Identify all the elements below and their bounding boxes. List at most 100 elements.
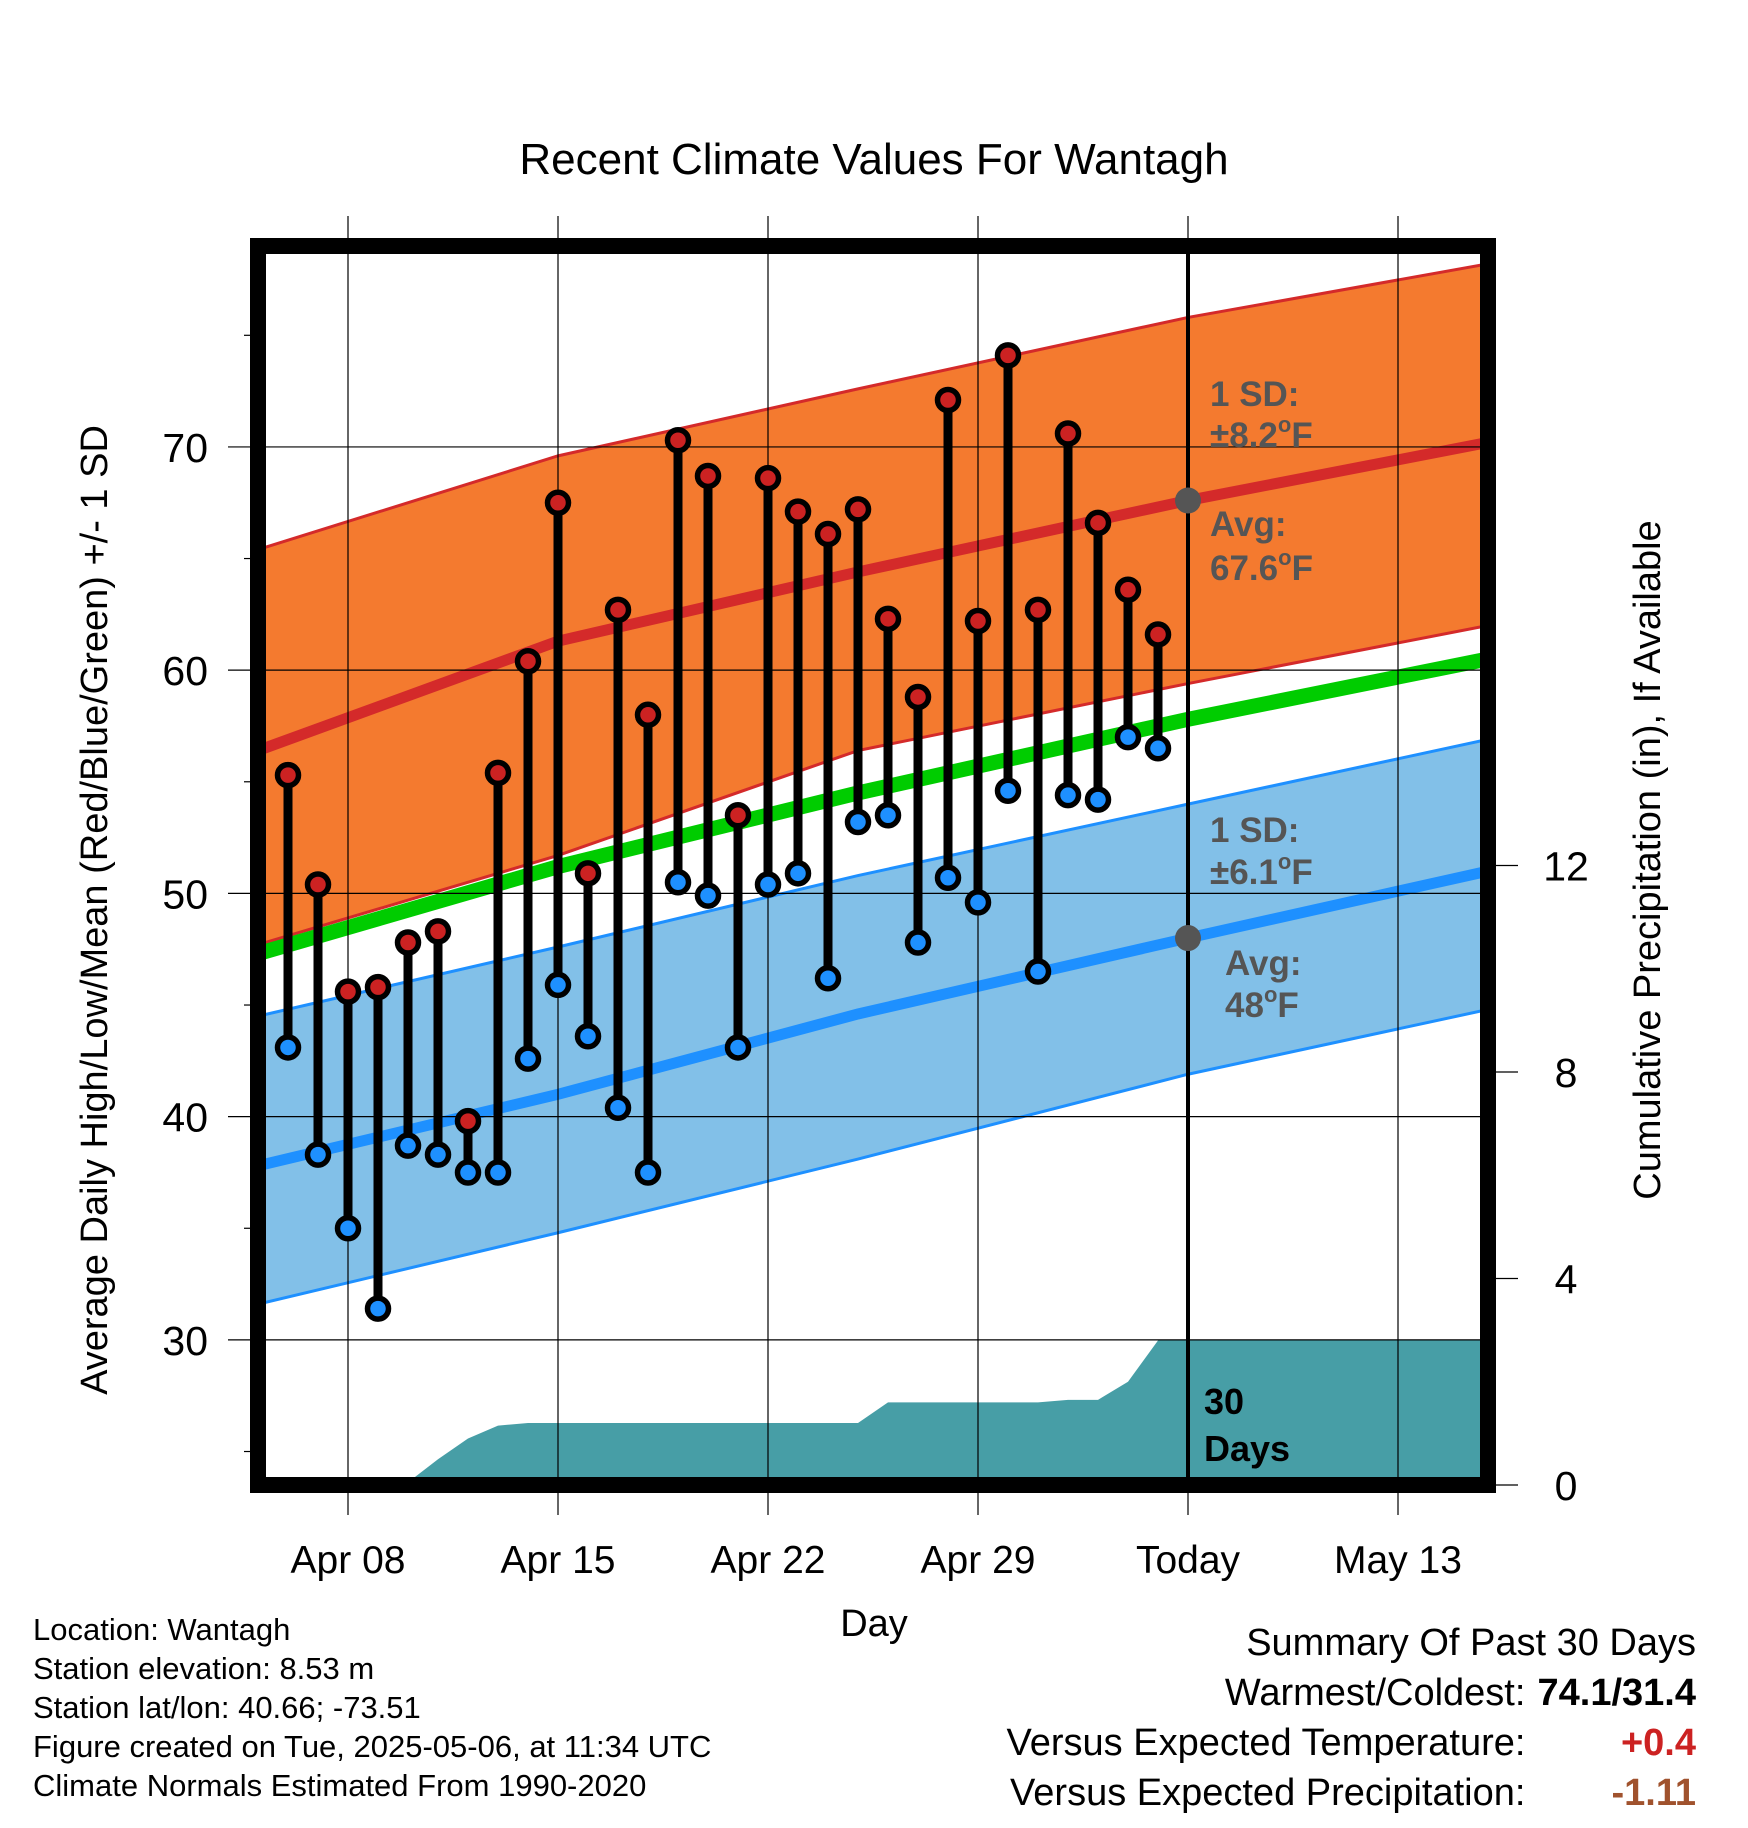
- low-temp-point: [934, 864, 962, 892]
- x-tick-label: Apr 15: [501, 1539, 616, 1582]
- low-temp-point: [424, 1141, 452, 1168]
- low-temp-point: [904, 929, 932, 956]
- low-temp-point: [304, 1141, 332, 1168]
- high-avg-annotation-value-value: 67.6: [1210, 549, 1278, 588]
- high-avg-annotation-value: 67.6oF: [1210, 545, 1313, 588]
- temp-value: +0.4: [1620, 1722, 1696, 1764]
- low-temp-point: [1084, 786, 1112, 813]
- low-temp-point: [664, 868, 692, 896]
- low-sd-lower-line: [258, 1008, 1488, 1306]
- high-temp-point: [394, 929, 422, 956]
- high-temp-point: [364, 973, 392, 1001]
- created-text: Figure created on Tue, 2025-05-06, at 11…: [33, 1729, 712, 1764]
- low-temp-point: [1054, 781, 1082, 809]
- low-avg-annotation-value: 48oF: [1225, 982, 1299, 1025]
- low-temp-point: [694, 882, 722, 909]
- low-sd-annotation-value-unit: F: [1291, 853, 1312, 892]
- high-sd-annotation-value-degree: o: [1278, 412, 1291, 437]
- low-avg-annotation-value-value: 48: [1225, 986, 1264, 1025]
- low-sd-upper-line: [258, 737, 1488, 1018]
- y-tick-label: 60: [162, 648, 208, 694]
- location-text: Location: Wantagh: [33, 1612, 291, 1647]
- high-temp-point: [664, 426, 692, 454]
- x-tick-label: Apr 22: [711, 1539, 826, 1582]
- high-sd-annotation-value-value: ±8.2: [1210, 416, 1278, 455]
- high-sd-annotation-value-unit: F: [1291, 416, 1312, 455]
- low-temp-point: [334, 1215, 362, 1242]
- plot-frame: [250, 238, 1496, 1493]
- low-temp-point: [724, 1034, 752, 1061]
- normals-period-text: Climate Normals Estimated From 1990-2020: [33, 1768, 647, 1803]
- chart-title: Recent Climate Values For Wantagh: [519, 135, 1228, 184]
- x-tick-label: Apr 08: [291, 1539, 406, 1582]
- x-tick-label: May 13: [1334, 1539, 1462, 1582]
- high-temp-point: [1024, 596, 1052, 624]
- high-sd-band: [258, 263, 1488, 945]
- high-sd-annotation-label: 1 SD:: [1210, 375, 1299, 414]
- high-temp-point: [964, 607, 992, 635]
- summary-panel: Summary Of Past 30 Days Warmest/Coldest:…: [1007, 1618, 1696, 1818]
- y2-tick-label: 4: [1555, 1257, 1578, 1303]
- warmest-coldest-label: Warmest/Coldest:: [1224, 1672, 1526, 1714]
- low-sd-annotation-label: 1 SD:: [1210, 811, 1299, 850]
- high-temp-point: [574, 860, 602, 887]
- high-temp-point: [274, 761, 302, 789]
- high-temp-point: [604, 596, 632, 624]
- y-tick-label: 50: [162, 871, 208, 917]
- y-axis-label: Average Daily High/Low/Mean (Red/Blue/Gr…: [74, 425, 116, 1395]
- temp-label: Versus Expected Temperature:: [1006, 1722, 1526, 1764]
- high-sd-annotation-value: ±8.2oF: [1210, 412, 1313, 455]
- low-sd-band: [258, 739, 1488, 1305]
- low-temp-point: [754, 871, 782, 898]
- high-temp-point: [1054, 420, 1082, 447]
- high-temp-point: [754, 464, 782, 492]
- y2-tick-label: 8: [1555, 1050, 1578, 1096]
- low-temp-point: [994, 777, 1022, 804]
- precip-label: Versus Expected Precipitation:: [1010, 1772, 1526, 1814]
- low-temp-point: [964, 889, 992, 916]
- high-temp-point: [304, 871, 332, 898]
- y2-axis-label: Cumulative Precipitation (in), If Availa…: [1627, 520, 1669, 1199]
- precip-value: -1.11: [1611, 1772, 1696, 1814]
- high-temp-point: [844, 496, 872, 523]
- today-high-avg-marker: [1175, 487, 1201, 514]
- y-tick-label: 40: [162, 1095, 208, 1141]
- low-sd-annotation-value-degree: o: [1278, 849, 1291, 874]
- plot-inner: [258, 262, 1488, 1485]
- low-temp-point: [604, 1094, 632, 1121]
- low-temp-point: [874, 802, 902, 829]
- low-temp-point: [814, 964, 842, 992]
- high-temp-point: [544, 489, 572, 516]
- high-temp-point: [724, 802, 752, 829]
- high-temp-point: [904, 683, 932, 711]
- low-temp-point: [394, 1132, 422, 1159]
- high-temp-point: [1114, 576, 1142, 604]
- low-avg-annotation-value-degree: o: [1264, 982, 1277, 1007]
- y-tick-label: 30: [162, 1318, 208, 1364]
- low-temp-point: [1144, 735, 1172, 762]
- low-temp-point: [454, 1159, 482, 1186]
- high-avg-annotation-label: Avg:: [1210, 505, 1286, 544]
- high-temp-point: [994, 342, 1022, 369]
- summary-title: Summary Of Past 30 Days: [1246, 1622, 1696, 1664]
- y2-tick-label: 0: [1555, 1463, 1578, 1509]
- high-temp-point: [424, 918, 452, 945]
- y2-tick-label: 12: [1543, 844, 1589, 890]
- summary-warmest-coldest: Warmest/Coldest: 74.1/31.4: [1007, 1668, 1696, 1718]
- high-temp-point: [514, 647, 542, 675]
- low-temp-point: [364, 1295, 392, 1322]
- high-temp-point: [814, 520, 842, 548]
- high-temp-point: [694, 462, 722, 490]
- low-avg-annotation-value-unit: F: [1277, 986, 1298, 1025]
- high-avg-annotation-value-unit: F: [1292, 549, 1313, 588]
- high-temp-point: [934, 386, 962, 414]
- low-avg-annotation-label: Avg:: [1225, 944, 1301, 983]
- high-temp-point: [1144, 621, 1172, 648]
- low-temp-point: [274, 1034, 302, 1061]
- today-low-avg-marker: [1175, 925, 1201, 952]
- high-temp-point: [1084, 509, 1112, 537]
- low-sd-annotation-value-value: ±6.1: [1210, 853, 1278, 892]
- low-temp-point: [1114, 723, 1142, 751]
- elevation-text: Station elevation: 8.53 m: [33, 1651, 375, 1686]
- low-temp-point: [514, 1045, 542, 1072]
